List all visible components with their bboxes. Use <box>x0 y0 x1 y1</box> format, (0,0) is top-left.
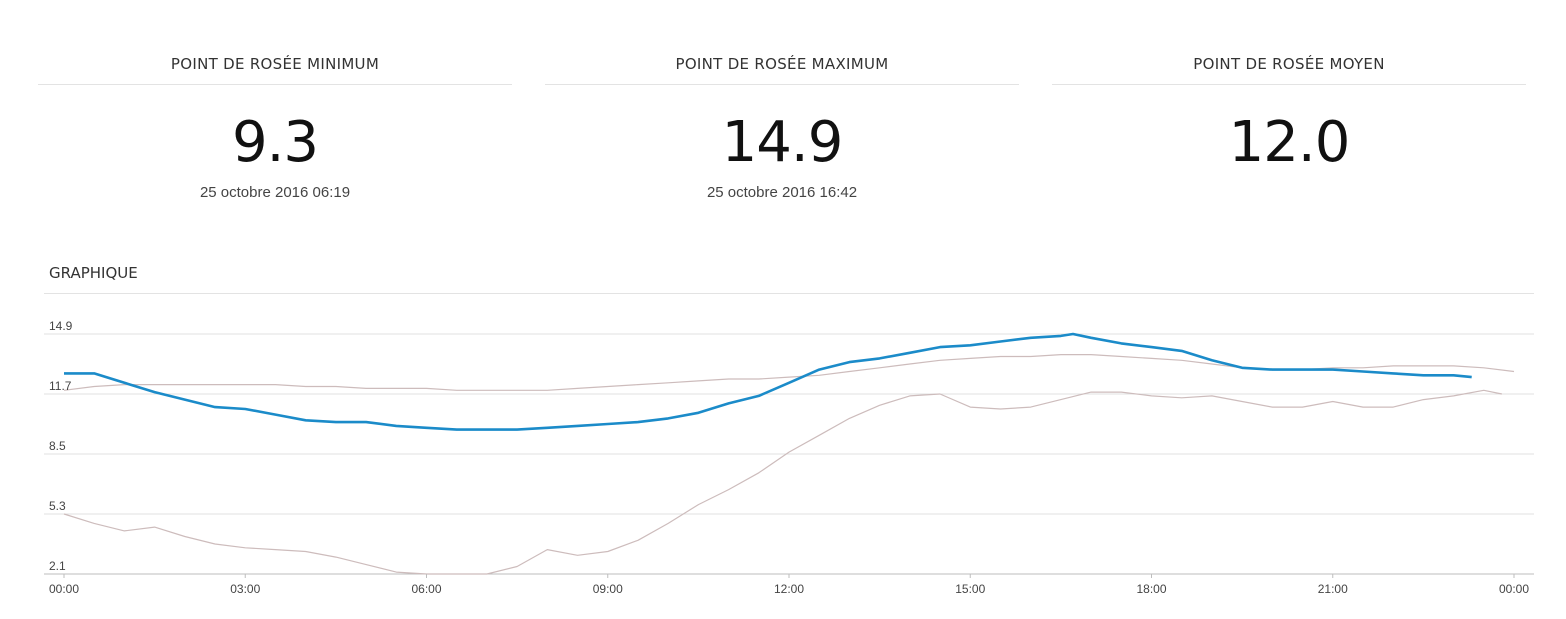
x-tick-label: 03:00 <box>230 582 260 596</box>
x-tick-label: 09:00 <box>593 582 623 596</box>
stat-date: 25 octobre 2016 06:19 <box>199 184 351 201</box>
y-tick-label: 5.3 <box>49 499 66 513</box>
x-tick-label: 00:00 <box>1499 582 1529 596</box>
x-tick-label: 00:00 <box>49 582 79 596</box>
x-tick-label: 06:00 <box>411 582 441 596</box>
y-tick-label: 2.1 <box>49 559 66 573</box>
y-tick-label: 8.5 <box>49 439 66 453</box>
chart-section-title: GRAPHIQUE <box>49 264 138 282</box>
series-line-reference <box>63 389 1503 575</box>
x-tick-label: 18:00 <box>1136 582 1166 596</box>
stat-date: 25 octobre 2016 16:42 <box>706 184 858 201</box>
stat-divider <box>38 84 512 85</box>
stat-value: 9.3 <box>231 110 319 175</box>
stat-title: POINT DE ROSÉE MINIMUM <box>170 55 380 73</box>
series-line-main <box>64 332 1472 431</box>
chart-axes: 14.9 11.7 8.5 5.3 2.1 00:00 03:00 06:00 09:00 12:… <box>49 319 1529 596</box>
stat-divider <box>1052 84 1526 85</box>
series-line-reference <box>63 354 1515 391</box>
x-tick-label: 21:00 <box>1318 582 1348 596</box>
stat-title: POINT DE ROSÉE MOYEN <box>1193 55 1385 73</box>
x-tick-label: 12:00 <box>774 582 804 596</box>
stat-divider <box>545 84 1019 85</box>
stat-title: POINT DE ROSÉE MAXIMUM <box>675 55 889 73</box>
y-tick-label: 14.9 <box>49 319 73 333</box>
x-tick-label: 15:00 <box>955 582 985 596</box>
chart-series <box>63 332 1515 575</box>
dew-point-chart: 14.9 11.7 8.5 5.3 2.1 00:00 03:00 06:00 09:00 12:… <box>44 319 1534 596</box>
stat-value: 12.0 <box>1228 110 1351 175</box>
stat-value: 14.9 <box>721 110 844 175</box>
y-tick-label: 11.7 <box>49 379 72 393</box>
chart-section-divider <box>44 293 1534 294</box>
